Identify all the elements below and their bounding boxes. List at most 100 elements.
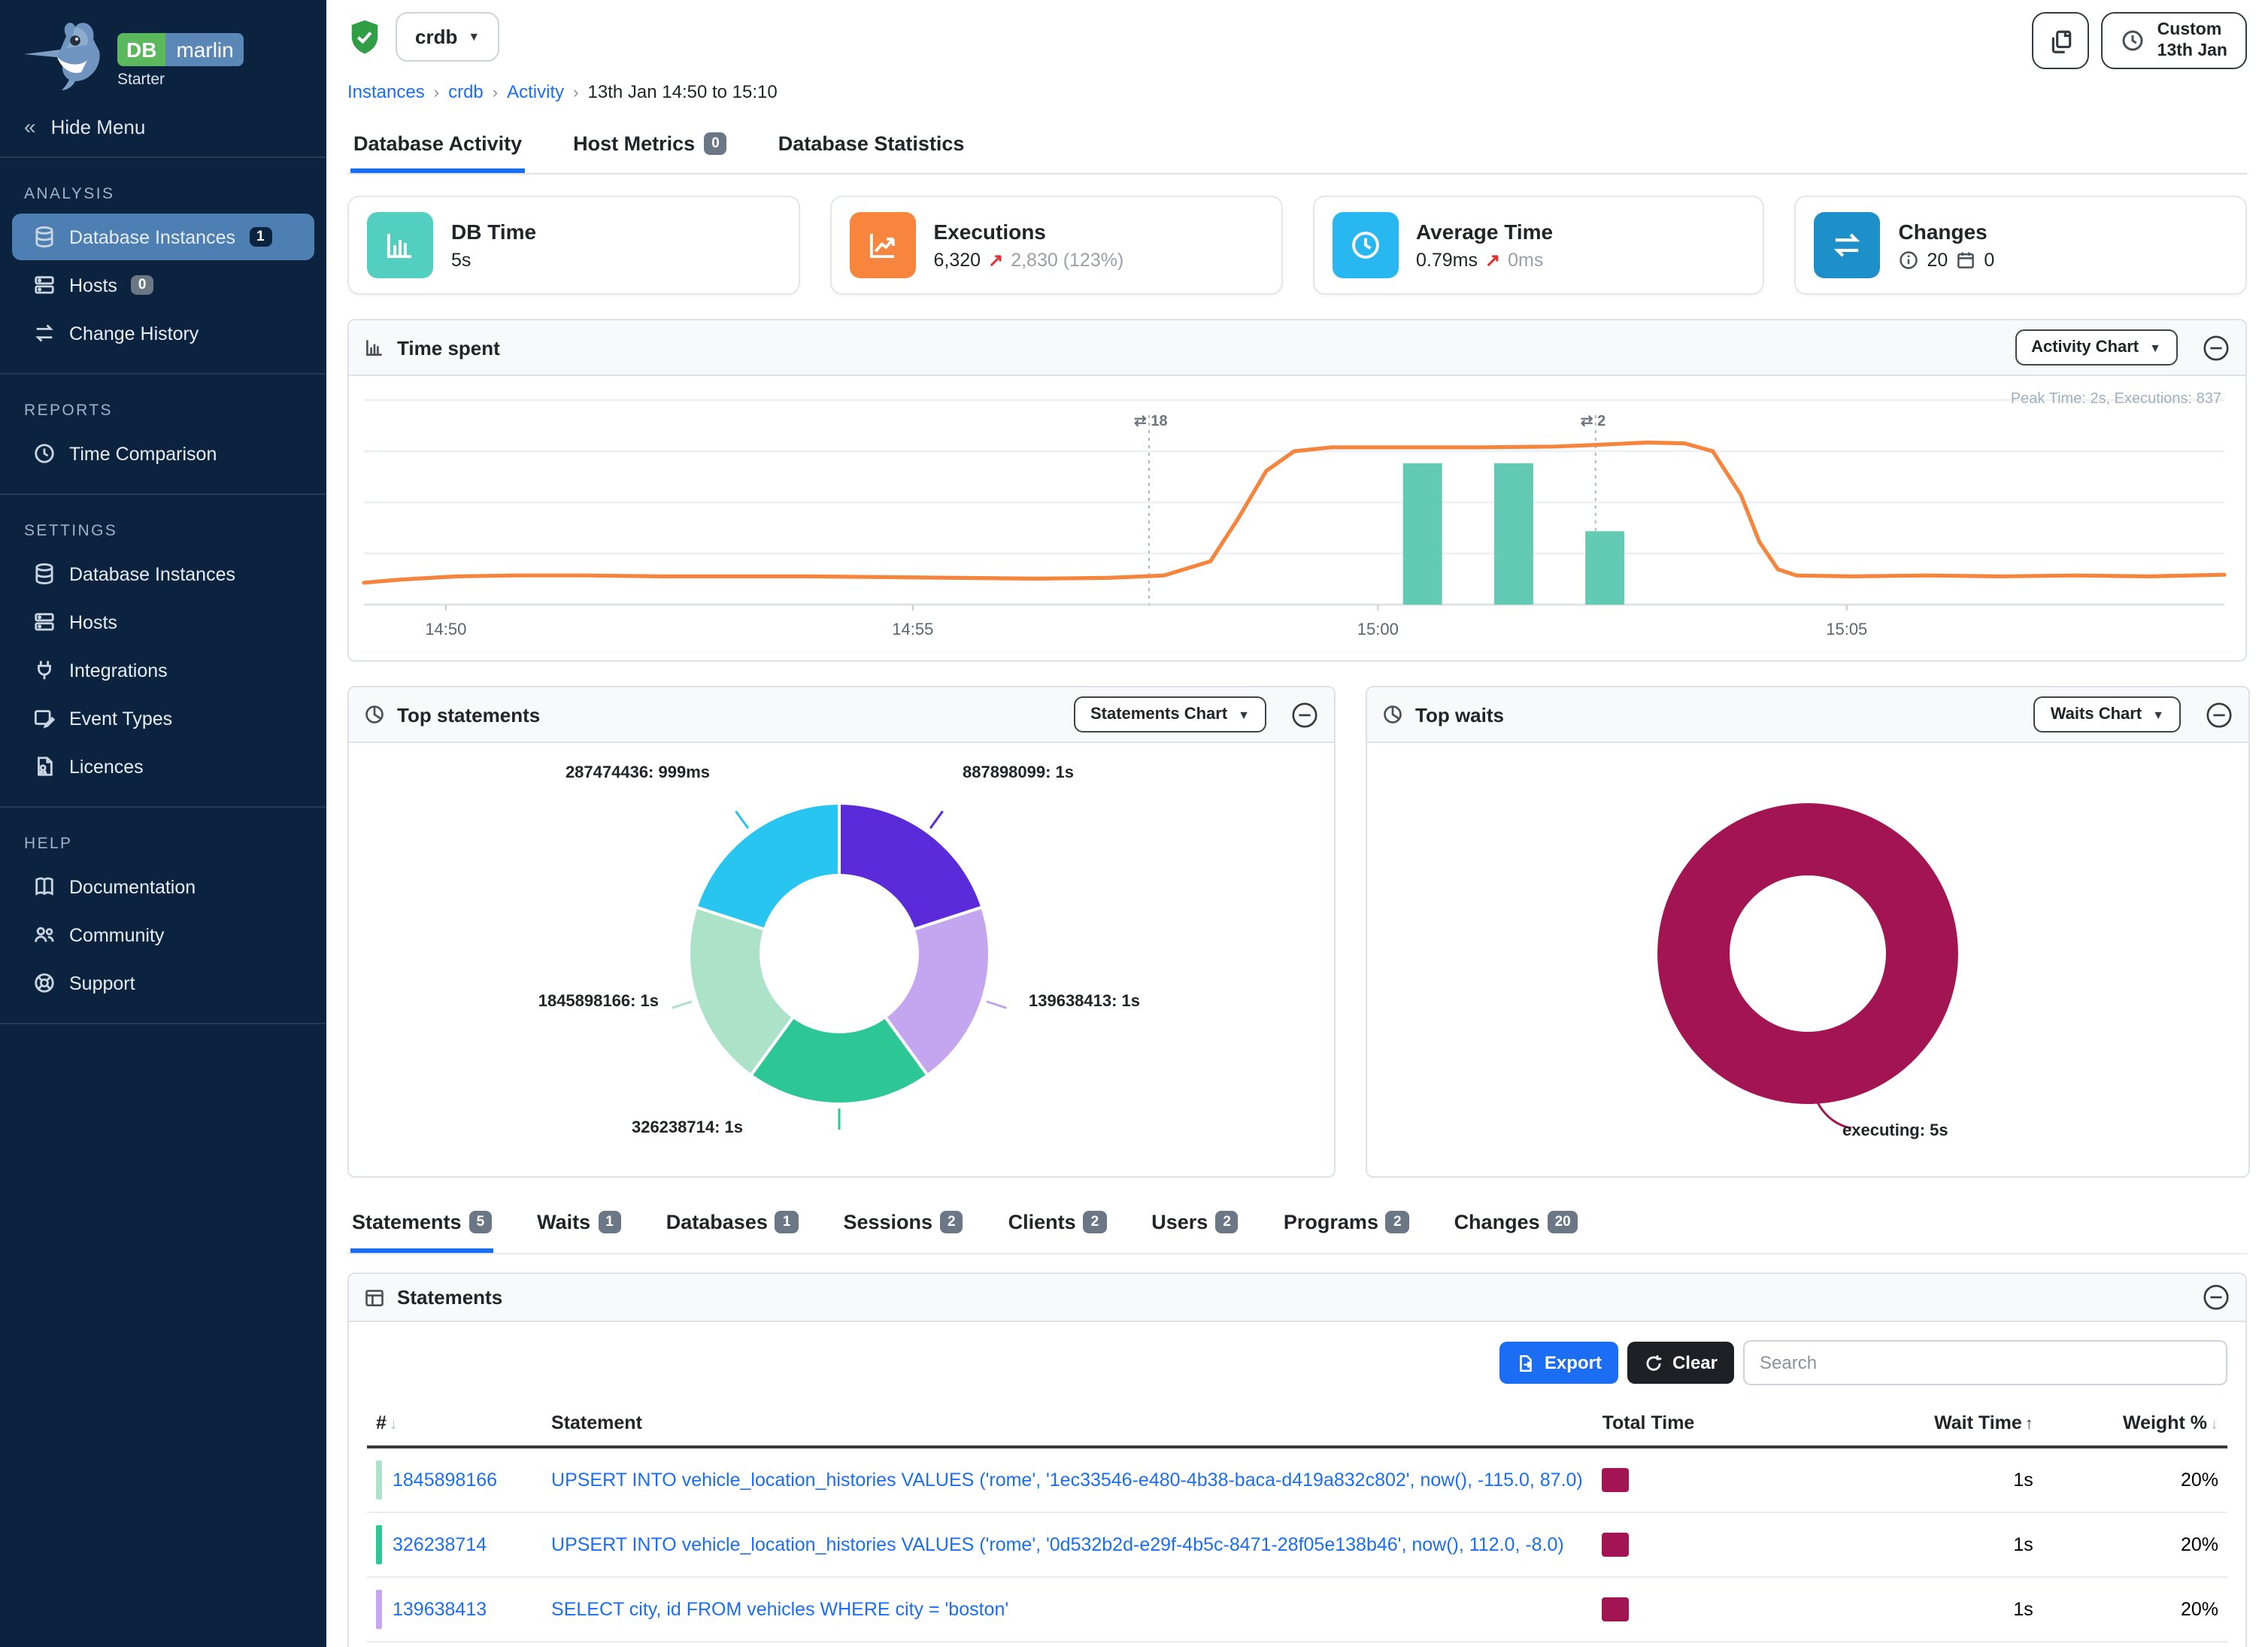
sidebar-section-help: HELP Documentation Community Support — [0, 808, 326, 1024]
donut-label: 1845898166: 1s — [538, 993, 659, 1011]
bar-chart-icon — [364, 337, 385, 358]
svg-text:14:50: 14:50 — [425, 620, 466, 638]
count-badge: 1 — [775, 1211, 799, 1233]
sidebar-item-support[interactable]: Support — [12, 960, 314, 1006]
detail-tab-users[interactable]: Users 2 — [1150, 1208, 1240, 1253]
detail-tab-databases[interactable]: Databases 1 — [665, 1208, 800, 1253]
tab-host-metrics[interactable]: Host Metrics 0 — [570, 126, 730, 173]
svg-text:15:00: 15:00 — [1357, 620, 1399, 638]
tab-database-activity[interactable]: Database Activity — [350, 126, 526, 173]
up-trend-icon: ↗ — [1485, 250, 1501, 271]
column-id[interactable]: # ↓ — [367, 1400, 543, 1448]
sidebar-item-community[interactable]: Community — [12, 911, 314, 958]
time-spent-panel: Time spent Activity Chart ▼ Peak Time: 2s… — [347, 319, 2247, 662]
clear-button[interactable]: Clear — [1627, 1342, 1734, 1384]
collapse-panel-button[interactable] — [1290, 700, 1319, 729]
metric-cards: DB Time 5s Executions 6,320 ↗ 2,830 (123%) — [347, 196, 2247, 295]
time-spent-chart[interactable]: Peak Time: 2s, Executions: 837 ⇄ 18 ⇄ 2 14… — [349, 376, 2245, 660]
brand-wordmark: DB marlin — [117, 33, 244, 66]
detail-tab-changes[interactable]: Changes 20 — [1453, 1208, 1580, 1253]
top-waits-chart[interactable]: executing: 5s — [1367, 743, 2248, 1176]
tab-database-statistics[interactable]: Database Statistics — [778, 132, 965, 155]
detail-tab-sessions[interactable]: Sessions 2 — [841, 1208, 964, 1253]
support-icon — [35, 973, 54, 993]
copy-link-button[interactable] — [2032, 12, 2090, 69]
chevron-down-icon: ▼ — [1238, 708, 1250, 721]
time-spent-header: Time spent Activity Chart ▼ — [349, 320, 2245, 376]
brand-logo: DB marlin Starter — [0, 0, 326, 96]
collapse-panel-button[interactable] — [2202, 1283, 2230, 1312]
sidebar-item-time-comparison[interactable]: Time Comparison — [12, 430, 314, 477]
total-time-bar — [1602, 1533, 1630, 1557]
peak-note: Peak Time: 2s, Executions: 837 — [2010, 391, 2221, 408]
top-statements-chart[interactable]: 887898099: 1s 139638413: 1s 326238714: 1… — [349, 743, 1334, 1176]
sidebar-item-settings-database-instances[interactable]: Database Instances — [12, 551, 314, 597]
statement-link[interactable]: UPSERT INTO vehicle_location_histories V… — [551, 1534, 1564, 1555]
breadcrumb-activity[interactable]: Activity — [507, 81, 565, 102]
collapse-panel-button[interactable] — [2202, 333, 2230, 362]
card-executions: Executions 6,320 ↗ 2,830 (123%) — [829, 196, 1282, 295]
sidebar-item-change-history[interactable]: Change History — [12, 310, 314, 356]
server-icon — [35, 276, 54, 294]
server-icon — [35, 613, 54, 631]
marlin-fish-icon — [24, 23, 100, 90]
sidebar-item-licences[interactable]: Licences — [12, 743, 314, 790]
count-badge: 5 — [468, 1211, 493, 1233]
pie-chart-icon — [364, 704, 385, 725]
total-time-bar — [1602, 1468, 1630, 1492]
column-wait-time[interactable]: Wait Time ↑ — [1784, 1400, 2042, 1448]
activity-chart-select[interactable]: Activity Chart ▼ — [2015, 329, 2178, 365]
wait-time-value: 1s — [1784, 1447, 2042, 1513]
search-input[interactable] — [1743, 1340, 2227, 1385]
time-range-button[interactable]: Custom 13th Jan — [2101, 12, 2247, 69]
column-statement[interactable]: Statement — [542, 1400, 1593, 1448]
statement-link[interactable]: UPSERT INTO vehicle_location_histories V… — [551, 1470, 1583, 1491]
panel-title: Top statements — [397, 703, 541, 726]
statement-link[interactable]: SELECT city, id FROM vehicles WHERE city… — [551, 1599, 1009, 1620]
sidebar-section-analysis: ANALYSIS Database Instances 1 Hosts 0 Ch… — [0, 158, 326, 375]
column-weight[interactable]: Weight % ↓ — [2042, 1400, 2227, 1448]
brand-tier: Starter — [117, 71, 165, 89]
sort-asc-icon: ↑ — [2024, 1415, 2033, 1433]
sidebar-item-documentation[interactable]: Documentation — [12, 863, 314, 910]
detail-tab-waits[interactable]: Waits 1 — [535, 1208, 623, 1253]
statements-chart-select[interactable]: Statements Chart ▼ — [1074, 696, 1266, 733]
weight-value: 20% — [2042, 1642, 2227, 1647]
detail-tab-statements[interactable]: Statements 5 — [350, 1208, 494, 1253]
statement-id-link[interactable]: 139638413 — [393, 1599, 487, 1620]
statement-id-link[interactable]: 326238714 — [393, 1534, 487, 1555]
waits-donut-svg — [1657, 803, 1958, 1130]
sidebar-item-hosts[interactable]: Hosts 0 — [12, 262, 314, 308]
column-total-time[interactable]: Total Time — [1593, 1400, 1784, 1448]
waits-chart-select[interactable]: Waits Chart ▼ — [2033, 696, 2181, 733]
clock-icon — [1351, 232, 1378, 259]
export-icon — [1520, 1354, 1532, 1372]
database-icon — [35, 563, 53, 584]
instance-selector[interactable]: crdb ▼ — [396, 12, 500, 62]
breadcrumb-instances[interactable]: Instances — [347, 81, 425, 102]
weight-value: 20% — [2042, 1447, 2227, 1513]
total-time-bar — [1602, 1597, 1630, 1621]
clock-icon — [2123, 30, 2144, 51]
time-spent-svg: ⇄ 18 ⇄ 2 14:50 14:55 15:00 15:05 — [362, 399, 2227, 638]
hide-menu-button[interactable]: « Hide Menu — [0, 96, 326, 158]
collapse-panel-button[interactable] — [2205, 700, 2233, 729]
sidebar-item-database-instances[interactable]: Database Instances 1 — [12, 214, 314, 260]
statement-id-link[interactable]: 1845898166 — [393, 1470, 498, 1491]
count-badge: 1 — [249, 226, 272, 247]
top-statements-header: Top statements Statements Chart ▼ — [349, 687, 1334, 743]
detail-tab-programs[interactable]: Programs 2 — [1282, 1208, 1411, 1253]
statements-panel: Statements Export Clear — [347, 1272, 2247, 1647]
sidebar-item-event-types[interactable]: Event Types — [12, 695, 314, 742]
export-button[interactable]: Export — [1499, 1342, 1618, 1384]
breadcrumb-instance[interactable]: crdb — [448, 81, 484, 102]
sidebar-item-settings-hosts[interactable]: Hosts — [12, 599, 314, 645]
card-changes: Changes 20 0 — [1794, 196, 2247, 295]
card-value: 5s — [451, 250, 471, 271]
weight-value: 20% — [2042, 1512, 2227, 1578]
chevron-down-icon: ▼ — [2149, 341, 2161, 354]
count-badge: 0 — [704, 132, 727, 155]
line-chart-icon — [869, 233, 895, 259]
sidebar-item-integrations[interactable]: Integrations — [12, 647, 314, 693]
detail-tab-clients[interactable]: Clients 2 — [1007, 1208, 1108, 1253]
